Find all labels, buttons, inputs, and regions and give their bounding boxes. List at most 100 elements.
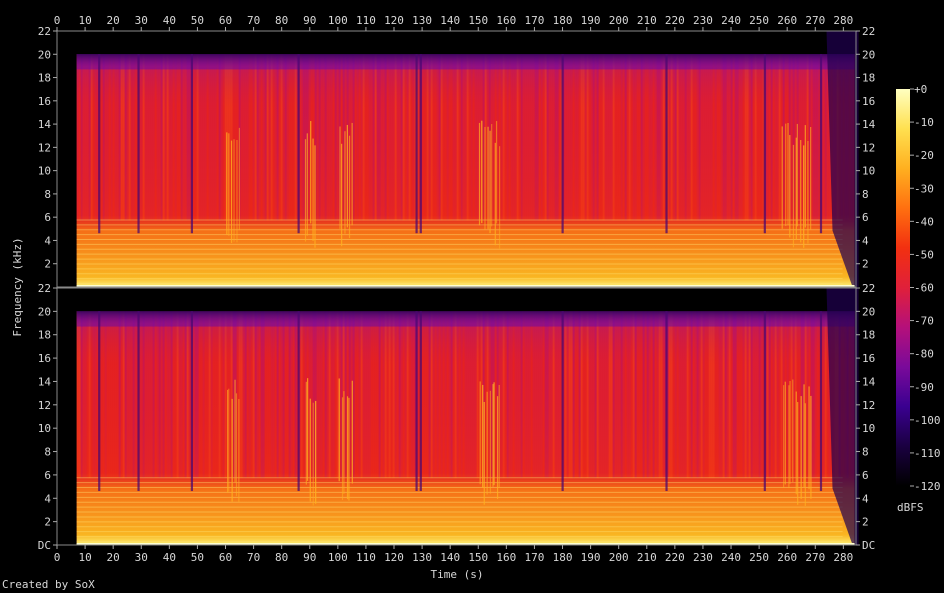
- x-tick-label: 210: [637, 551, 657, 564]
- x-tick-label: 20: [107, 14, 120, 27]
- x-tick-label: 0: [54, 14, 61, 27]
- x-tick-label: 160: [496, 14, 516, 27]
- colorbar-tick-label: -120: [914, 480, 941, 493]
- x-tick-label: 140: [440, 14, 460, 27]
- channel-2-spectrogram: [56, 287, 859, 546]
- dropout-mark: [190, 54, 194, 234]
- colorbar-tick-label: -80: [914, 348, 934, 361]
- x-tick-label: 170: [524, 551, 544, 564]
- y-tick-label: 6: [862, 469, 869, 482]
- x-tick-label: 50: [191, 551, 204, 564]
- x-tick-label: 260: [777, 14, 797, 27]
- dropout-mark: [415, 311, 418, 492]
- y-tick-label: 16: [862, 95, 875, 108]
- y-tick-label: DC: [38, 539, 51, 552]
- y-tick-label: 10: [862, 422, 875, 435]
- x-tick-label: 180: [553, 14, 573, 27]
- x-tick-label: 10: [78, 551, 91, 564]
- channel-1-spectrogram: [56, 30, 859, 288]
- y-tick-label: 10: [862, 165, 875, 178]
- y-tick-label: 2: [862, 516, 869, 529]
- colorbar-tick-label: -90: [914, 381, 934, 394]
- colorbar-ticks: +0 -10 -20 -30 -40 -50 -60 -70 -80 -90 -100 -110 -12…: [910, 83, 941, 493]
- x-tick-label: 100: [328, 551, 348, 564]
- x-tick-label: 170: [524, 14, 544, 27]
- y-tick-label: 20: [862, 305, 875, 318]
- dropout-mark: [561, 311, 564, 492]
- x-tick-label: 280: [833, 551, 853, 564]
- x-tick-label: 230: [693, 14, 713, 27]
- spectrogram-channels: [56, 30, 859, 546]
- x-tick-label: 190: [581, 551, 601, 564]
- x-tick-label: 190: [581, 14, 601, 27]
- x-tick-label: 110: [356, 551, 376, 564]
- x-tick-label: 80: [275, 14, 288, 27]
- y-tick-label: 8: [44, 446, 51, 459]
- colorbar-tick-label: -70: [914, 315, 934, 328]
- x-tick-label: 0: [54, 551, 61, 564]
- x-tick-label: 210: [637, 14, 657, 27]
- y-tick-label: 6: [862, 211, 869, 224]
- y-tick-label: 6: [44, 211, 51, 224]
- y-tick-label: 20: [38, 305, 51, 318]
- x-tick-label: 40: [163, 14, 176, 27]
- colorbar-tick-label: -100: [914, 414, 941, 427]
- y-tick-label: 12: [862, 399, 875, 412]
- y-tick-label: 22: [862, 25, 875, 38]
- y-tick-label: 4: [862, 492, 869, 505]
- x-tick-label: 160: [496, 551, 516, 564]
- x-tick-label: 280: [833, 14, 853, 27]
- dropout-mark: [297, 311, 300, 492]
- y-tick-label: 16: [38, 352, 51, 365]
- y-tick-label: 16: [862, 352, 875, 365]
- dropout-mark: [419, 311, 422, 492]
- y-tick-label: 8: [44, 188, 51, 201]
- dropout-mark: [137, 54, 140, 234]
- x-tick-label: 240: [721, 14, 741, 27]
- x-tick-label: 70: [247, 551, 260, 564]
- x-tick-label: 130: [412, 551, 432, 564]
- dropout-mark: [763, 311, 766, 492]
- y-tick-label: 16: [38, 95, 51, 108]
- spectrogram-axes: 0 0 10 10 20 20 30 30 40 40 50 50 60 60 70 70 80 80 90 90 10…: [38, 14, 876, 564]
- y-tick-label: 18: [862, 72, 875, 85]
- y-tick-label: 2: [862, 258, 869, 271]
- dropout-mark: [419, 54, 422, 234]
- x-axis-label: Time (s): [431, 568, 484, 581]
- x-tick-label: 180: [553, 551, 573, 564]
- x-tick-label: 80: [275, 551, 288, 564]
- x-tick-label: 120: [384, 14, 404, 27]
- y-axis-label: Frequency (kHz): [11, 237, 24, 336]
- y-tick-label: 18: [38, 329, 51, 342]
- x-tick-label: 230: [693, 551, 713, 564]
- x-tick-label: 10: [78, 14, 91, 27]
- x-tick-label: 90: [303, 551, 316, 564]
- colorbar-tick-label: -110: [914, 447, 941, 460]
- y-tick-label: 22: [38, 25, 51, 38]
- dropout-mark: [561, 54, 564, 234]
- x-tick-label: 200: [609, 14, 629, 27]
- x-tick-label: 250: [749, 551, 769, 564]
- y-tick-label: 10: [38, 422, 51, 435]
- x-tick-label: 130: [412, 14, 432, 27]
- y-tick-label: 8: [862, 446, 869, 459]
- y-tick-label: 18: [862, 329, 875, 342]
- y-tick-label: 12: [38, 399, 51, 412]
- y-tick-label: 8: [862, 188, 869, 201]
- x-tick-label: 20: [107, 551, 120, 564]
- dropout-mark: [98, 54, 101, 234]
- colorbar-tick-label: -60: [914, 282, 934, 295]
- colorbar-tick-label: +0: [914, 83, 927, 96]
- x-tick-label: 100: [328, 14, 348, 27]
- dropout-mark: [819, 54, 823, 234]
- y-tick-label: 14: [38, 118, 52, 131]
- dropout-mark: [763, 54, 766, 234]
- x-tick-label: 60: [219, 551, 232, 564]
- x-tick-label: 120: [384, 551, 404, 564]
- x-tick-label: 270: [805, 14, 825, 27]
- x-tick-label: 90: [303, 14, 316, 27]
- x-tick-label: 240: [721, 551, 741, 564]
- colorbar: [896, 89, 910, 486]
- y-tick-label: 4: [44, 492, 51, 505]
